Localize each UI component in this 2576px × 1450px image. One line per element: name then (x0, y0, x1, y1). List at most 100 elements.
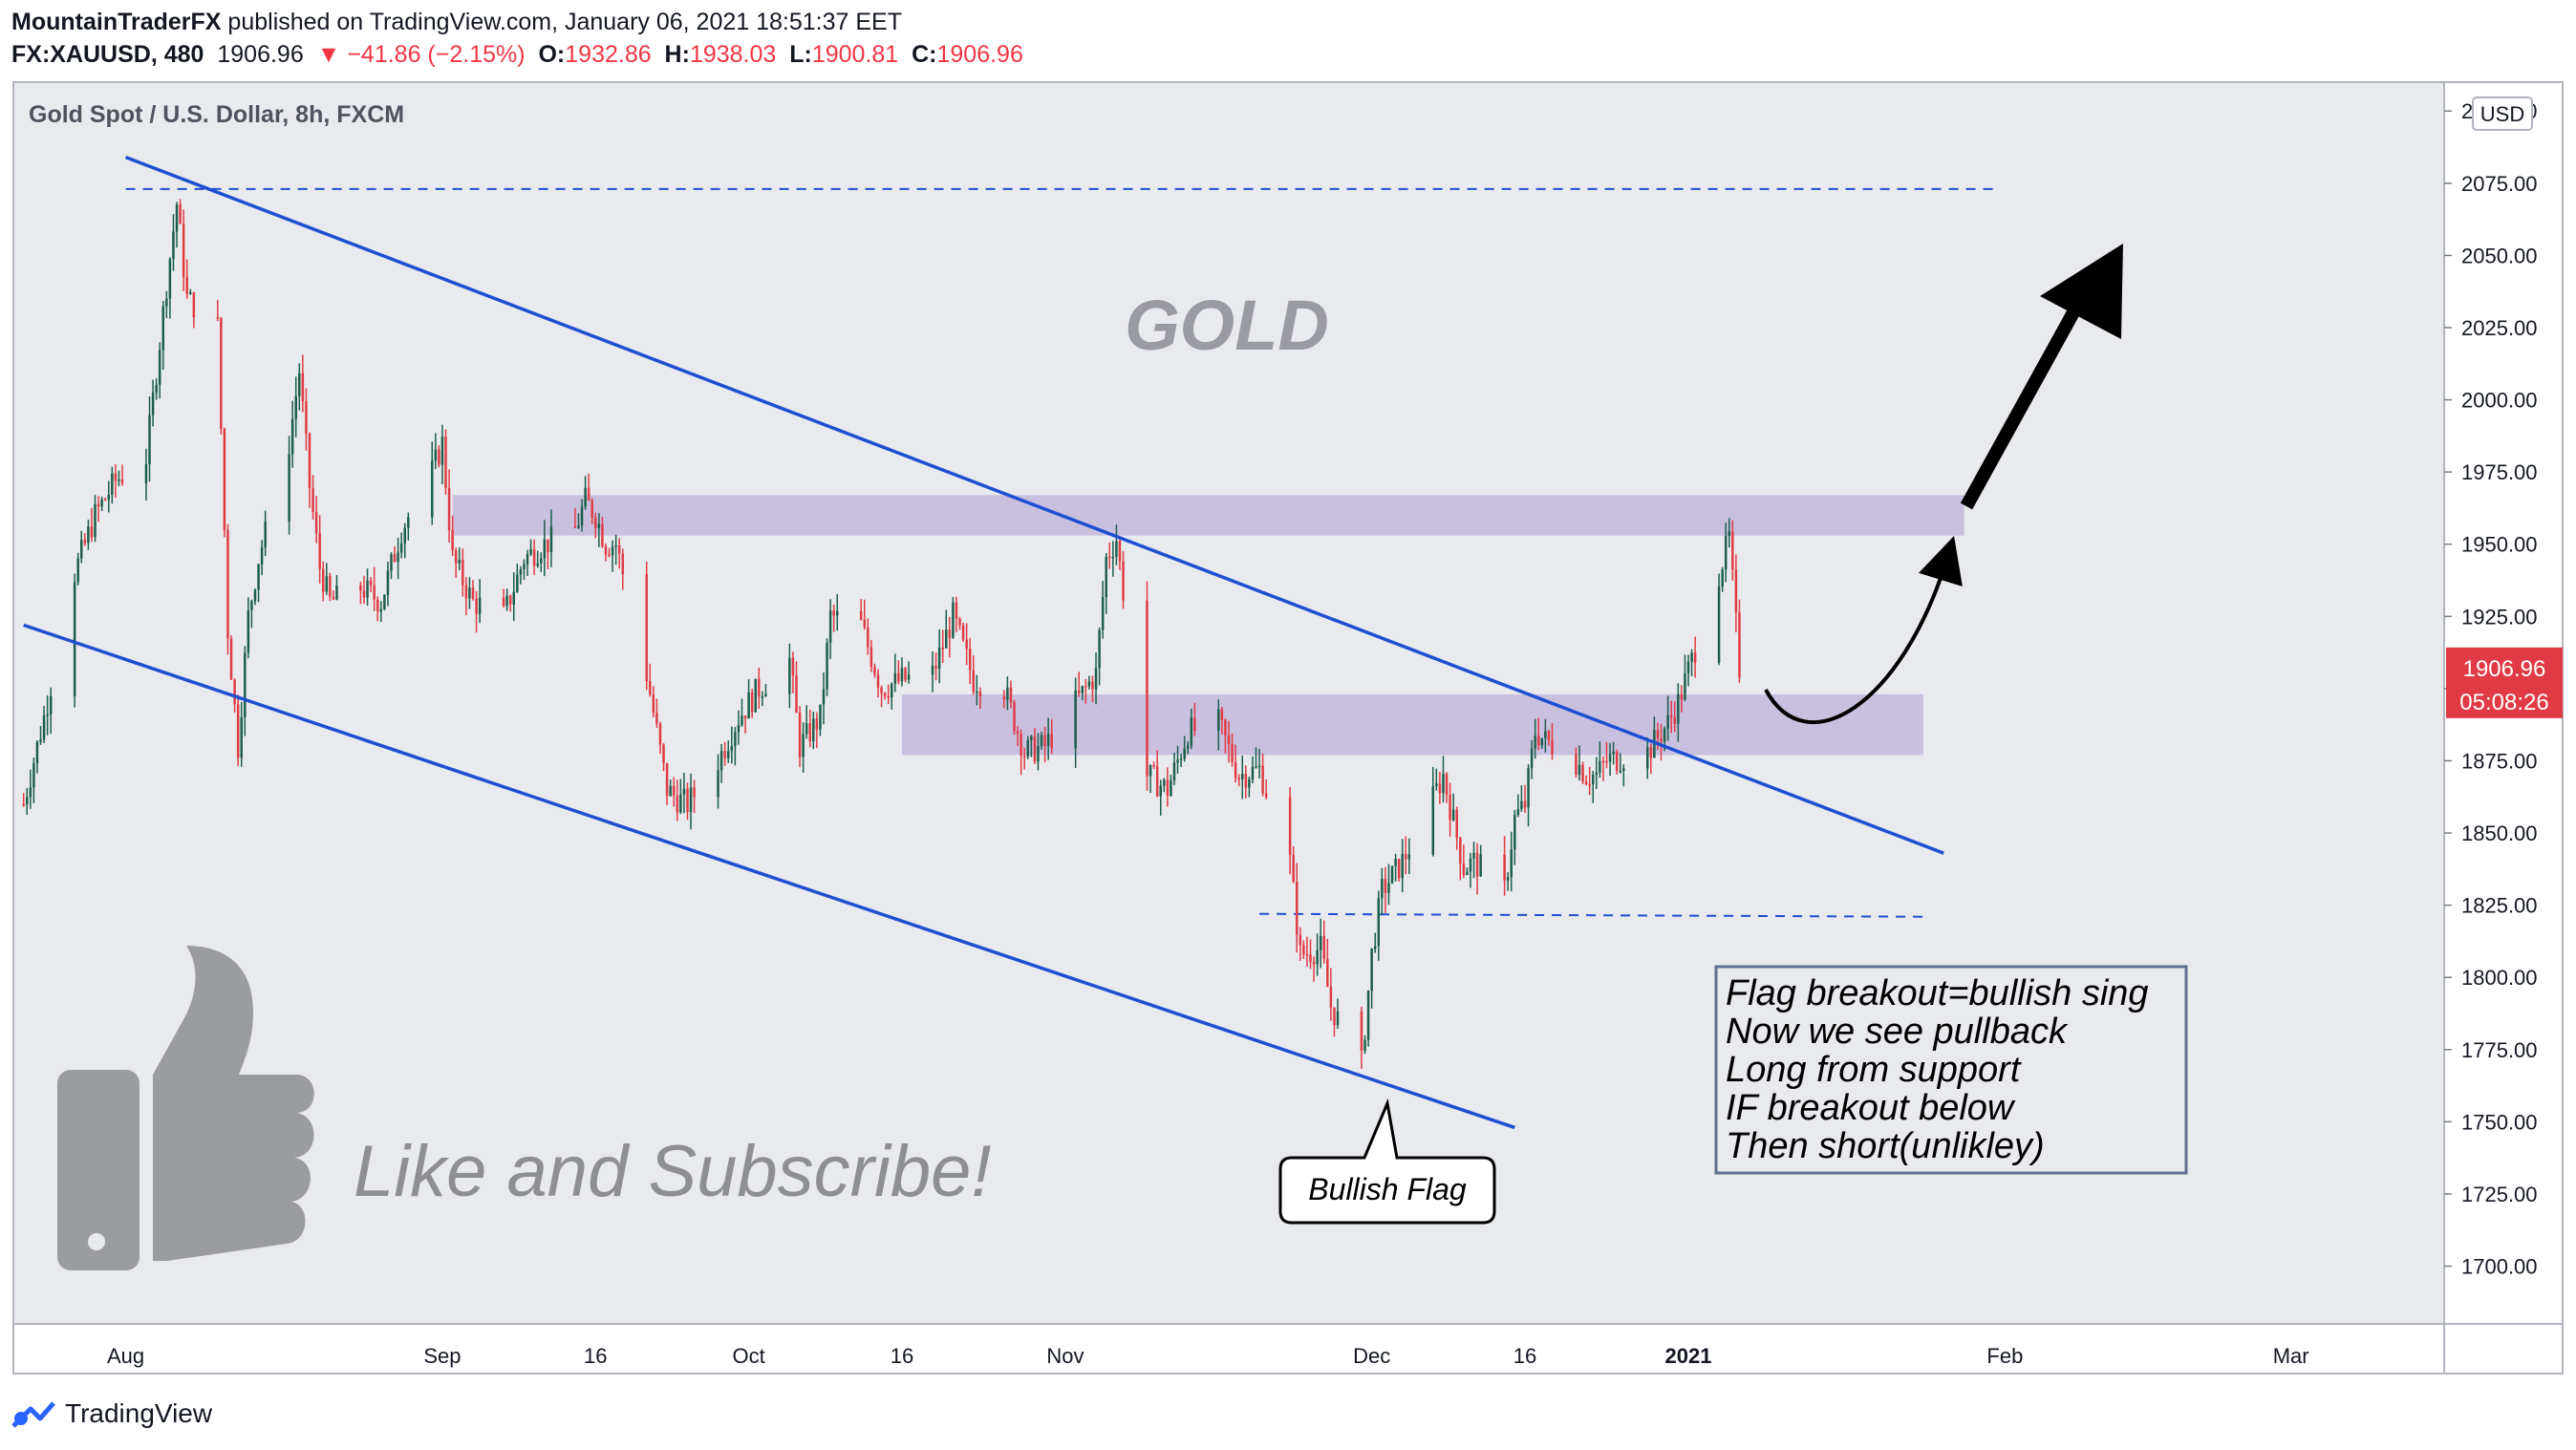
candle (1326, 938, 1329, 988)
candle (1296, 863, 1299, 953)
candle (1013, 699, 1016, 736)
last-price-badge: 1906.96 05:08:26 (2446, 647, 2563, 718)
candle (645, 561, 648, 691)
candle (1462, 844, 1466, 879)
candle (887, 684, 890, 705)
candle (1717, 573, 1721, 666)
projection-curve-arrow (1764, 536, 1963, 725)
candle (1731, 520, 1734, 581)
candle (976, 674, 978, 706)
footer-brand[interactable]: TradingView (11, 1398, 212, 1429)
candle (516, 564, 519, 593)
candle (1077, 672, 1081, 697)
candle (1506, 871, 1510, 891)
candle (39, 726, 42, 745)
candle (90, 507, 94, 543)
candle (182, 209, 185, 291)
candle (87, 519, 90, 550)
candle (386, 562, 390, 607)
candle (1677, 683, 1680, 742)
time-tick-label: Sep (423, 1344, 461, 1368)
currency-badge[interactable] (2472, 96, 2533, 131)
time-tick-label: Aug (107, 1344, 144, 1368)
candle (1084, 679, 1087, 704)
candle (604, 543, 608, 562)
candle (393, 546, 397, 563)
candle (1601, 756, 1605, 781)
candle (945, 609, 948, 649)
candle (189, 288, 192, 295)
candle (594, 512, 597, 539)
symbol: FX:XAUUSD, 480 (11, 41, 204, 68)
candle (229, 635, 233, 680)
author-name[interactable]: MountainTraderFX (11, 9, 222, 35)
candle (318, 515, 321, 584)
candle (573, 508, 577, 528)
candle (240, 701, 243, 767)
low-label: L: (789, 41, 812, 68)
candle (512, 572, 516, 622)
price-tick-label: 2025.00 (2461, 316, 2538, 340)
candle (1649, 743, 1653, 775)
candle (737, 710, 741, 745)
candle (1193, 702, 1196, 736)
candle (1329, 968, 1333, 1021)
candle (32, 757, 35, 803)
price-tick-label: 1925.00 (2461, 605, 2538, 629)
candle (1220, 706, 1224, 735)
candle (1451, 793, 1455, 822)
bullish-target-arrow (1960, 244, 2123, 510)
candle (1516, 794, 1520, 818)
candle (447, 469, 451, 543)
candle (805, 705, 808, 739)
candle (46, 695, 49, 736)
candle (1118, 536, 1122, 570)
bullish-flag-callout: Bullish Flag (1278, 1098, 1496, 1225)
candle (672, 777, 676, 807)
candle (288, 436, 290, 535)
candle (1122, 551, 1125, 609)
candle (294, 376, 297, 437)
candle (1534, 718, 1536, 759)
candle (1037, 733, 1040, 771)
time-tick-label: Dec (1353, 1344, 1390, 1368)
candle (1669, 700, 1673, 734)
candle (83, 533, 87, 546)
candle (812, 711, 815, 750)
candle (1581, 761, 1584, 784)
candle (502, 588, 505, 608)
candle (220, 316, 223, 435)
candle (1159, 779, 1162, 816)
candle (1040, 732, 1043, 750)
candle (478, 579, 482, 624)
candle (1449, 782, 1451, 837)
candle (1438, 772, 1442, 804)
candle (958, 616, 961, 630)
candle (247, 597, 250, 659)
candle (1387, 864, 1390, 906)
candle (1190, 708, 1193, 750)
candle (168, 257, 172, 319)
candle (366, 568, 369, 607)
candle (1163, 778, 1166, 793)
candle (961, 622, 965, 643)
candle (931, 650, 934, 693)
candle (577, 513, 580, 529)
candle (223, 427, 226, 538)
candle (1264, 778, 1268, 800)
candle (1384, 866, 1387, 913)
candle (904, 667, 907, 683)
candle (335, 575, 338, 601)
candle (1578, 745, 1581, 781)
candle (891, 682, 893, 710)
candle (788, 643, 791, 709)
candle (1009, 680, 1013, 709)
candle (621, 548, 625, 590)
candle (669, 779, 672, 797)
candle (662, 743, 665, 772)
candle (761, 691, 764, 707)
candle (897, 660, 900, 685)
candle (1686, 654, 1690, 687)
candle (1503, 836, 1506, 896)
